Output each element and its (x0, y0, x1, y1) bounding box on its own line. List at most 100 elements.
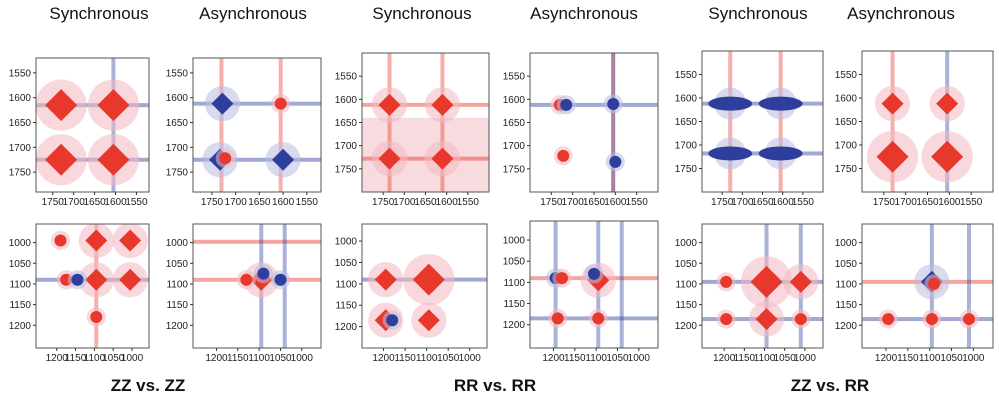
x-tick-label: 1050 (940, 353, 963, 364)
positive-peak (876, 140, 909, 173)
positive-peak (378, 93, 401, 116)
vertical-streak (778, 51, 783, 192)
x-tick-label: 1050 (437, 353, 460, 364)
y-tick-label: 1550 (166, 68, 189, 79)
y-tick-label: 1100 (166, 279, 188, 290)
negative-peak (758, 146, 803, 161)
y-tick-label: 1200 (675, 321, 698, 332)
positive-peak (274, 97, 287, 110)
x-tick-label: 1200 (542, 353, 565, 364)
y-tick-label: 1600 (675, 94, 698, 105)
x-tick-label: 1150 (65, 353, 87, 364)
x-tick-label: 1050 (606, 353, 629, 364)
y-tick-label: 1600 (835, 94, 858, 105)
positive-peak (592, 312, 605, 325)
y-tick-label: 1550 (503, 72, 526, 83)
vertical-streak (219, 58, 224, 192)
x-tick-label: 1200 (46, 353, 69, 364)
column-title: Synchronous (372, 4, 472, 23)
positive-peak (936, 92, 959, 115)
plot-frame (35, 223, 150, 349)
horizontal-streak (193, 157, 321, 162)
x-tick-label: 1000 (291, 353, 314, 364)
comparison-label: ZZ vs. RR (790, 376, 870, 395)
y-tick-label: 1100 (335, 279, 357, 290)
column-title: Asynchronous (199, 4, 307, 23)
positive-peak (374, 268, 397, 291)
y-tick-label: 1000 (503, 236, 526, 247)
x-tick-label: 1750 (873, 197, 896, 208)
y-tick-label: 1050 (503, 257, 526, 268)
y-tick-label: 1000 (166, 238, 189, 249)
negative-peak (607, 97, 620, 110)
y-tick-label: 1700 (675, 141, 698, 152)
x-tick-label: 1550 (296, 197, 319, 208)
y-tick-label: 1550 (335, 72, 358, 83)
x-tick-label: 1700 (562, 197, 585, 208)
y-tick-label: 1200 (503, 320, 526, 331)
heatmap-panel: 1750 1700 1650 1600 1550 1550 1600 1650 1700 1750 (668, 45, 827, 212)
x-tick-label: 1100 (84, 353, 106, 364)
positive-peak (417, 309, 440, 332)
y-tick-label: 1000 (835, 238, 858, 249)
heatmap-panel: 1750 1700 1650 1600 1550 1550 1600 1650 1700 1750 (828, 45, 997, 212)
positive-peak (962, 313, 975, 326)
plot-frame (361, 223, 488, 349)
x-tick-label: 1200 (875, 353, 898, 364)
y-tick-label: 1050 (9, 259, 32, 270)
x-tick-label: 1550 (125, 197, 148, 208)
positive-peak (557, 149, 570, 162)
positive-peak (750, 265, 783, 298)
vertical-streak (966, 224, 971, 348)
negative-peak (211, 92, 234, 115)
x-tick-label: 1750 (372, 197, 395, 208)
positive-peak (794, 313, 807, 326)
comparison-label: ZZ vs. ZZ (110, 376, 186, 395)
heatmap-panel: 1200 1150 1100 1050 1000 1000 1050 1100 1150 1200 (668, 218, 827, 368)
plot-frame (861, 223, 994, 349)
positive-peak (931, 140, 964, 173)
vertical-streak (440, 53, 445, 192)
y-tick-label: 1100 (503, 278, 525, 289)
x-tick-label: 1550 (960, 197, 983, 208)
positive-peak (90, 311, 103, 323)
plot-frame (35, 57, 150, 193)
y-tick-label: 1750 (835, 164, 858, 175)
y-tick-label: 1150 (9, 300, 31, 311)
plot-frame (701, 223, 824, 349)
y-tick-label: 1550 (9, 68, 32, 79)
positive-peak (85, 229, 108, 252)
plot-frame (192, 57, 322, 193)
x-tick-label: 1100 (416, 353, 438, 364)
horizontal-streak (530, 102, 658, 107)
x-tick-label: 1700 (225, 197, 248, 208)
negative-peak (386, 314, 399, 327)
x-tick-label: 1000 (459, 353, 482, 364)
y-tick-label: 1550 (835, 70, 858, 81)
x-tick-label: 1150 (897, 353, 919, 364)
positive-peak (85, 268, 108, 291)
heatmap-panel: 1750 1700 1650 1600 1550 1550 1600 1650 1700 1750 (159, 52, 325, 212)
x-tick-label: 1700 (393, 197, 416, 208)
x-tick-label: 1650 (751, 197, 774, 208)
y-tick-label: 1000 (9, 238, 32, 249)
x-tick-label: 1100 (585, 353, 607, 364)
y-tick-label: 1750 (335, 164, 358, 175)
heatmap-panel: 1750 1700 1650 1600 1550 1550 1600 1650 1700 1750 (496, 47, 662, 212)
x-tick-label: 1050 (102, 353, 125, 364)
positive-peak (97, 143, 130, 176)
vertical-streak (890, 51, 895, 192)
x-tick-label: 1000 (628, 353, 651, 364)
y-tick-label: 1750 (166, 168, 189, 179)
negative-peak (609, 155, 622, 168)
y-tick-label: 1750 (9, 168, 32, 179)
x-tick-label: 1650 (248, 197, 271, 208)
y-tick-label: 1000 (335, 237, 358, 248)
y-tick-label: 1050 (335, 258, 358, 269)
y-tick-label: 1650 (335, 118, 358, 129)
